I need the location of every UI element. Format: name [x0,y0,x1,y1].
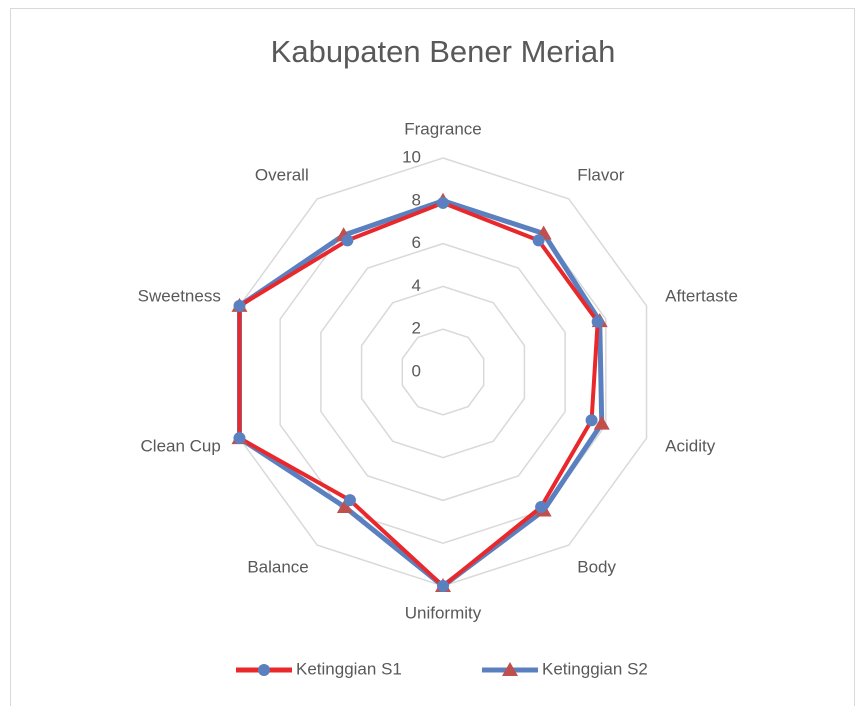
data-point [233,432,246,445]
category-label: Aftertaste [665,287,738,306]
r-tick-label: 6 [412,233,421,252]
category-label: Uniformity [405,603,482,622]
category-label: Overall [255,166,309,185]
grid-ring [360,285,526,459]
data-point [585,414,598,427]
r-tick-label: 2 [412,319,421,338]
data-point [593,415,610,430]
category-label: Sweetness [138,287,221,306]
data-point [233,299,246,312]
category-label: Fragrance [404,119,481,138]
r-tick-label: 4 [412,276,421,295]
data-point [591,315,604,328]
r-tick-label: 10 [402,147,421,166]
category-label: Balance [247,557,308,576]
r-tick-label: 8 [412,190,421,209]
data-point [535,501,548,514]
grid-ring [401,328,485,416]
grid-ring [279,200,607,544]
category-label: Acidity [665,436,716,455]
data-point [437,580,449,592]
legend-marker [502,662,518,676]
data-point [341,234,354,247]
data-point [532,234,545,247]
grid-ring [320,242,566,502]
data-point [343,494,356,507]
r-tick-label: 0 [412,361,421,380]
legend-label: Ketinggian S1 [296,659,402,678]
chart-border [10,8,855,706]
legend-marker [258,664,270,676]
chart-title: Kabupaten Bener Meriah [271,34,616,69]
category-label: Flavor [577,166,625,185]
category-label: Clean Cup [141,436,221,455]
legend-label: Ketinggian S2 [542,659,648,678]
data-point [336,499,353,514]
category-label: Body [577,557,616,576]
data-point [437,196,449,209]
